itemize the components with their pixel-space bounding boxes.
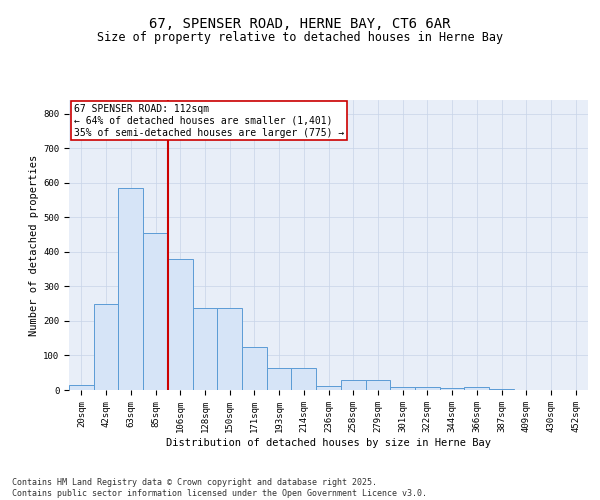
Bar — [440, 388, 464, 390]
Bar — [143, 233, 168, 390]
Bar — [94, 304, 118, 390]
Text: Size of property relative to detached houses in Herne Bay: Size of property relative to detached ho… — [97, 31, 503, 44]
Bar — [217, 308, 242, 390]
Bar — [242, 347, 267, 390]
Bar — [168, 259, 193, 390]
Bar — [415, 386, 440, 390]
Bar — [267, 368, 292, 390]
Bar — [489, 389, 514, 390]
Bar — [193, 308, 217, 390]
Bar — [464, 386, 489, 390]
Bar — [69, 385, 94, 390]
Text: 67 SPENSER ROAD: 112sqm
← 64% of detached houses are smaller (1,401)
35% of semi: 67 SPENSER ROAD: 112sqm ← 64% of detache… — [74, 104, 344, 138]
Text: Contains HM Land Registry data © Crown copyright and database right 2025.
Contai: Contains HM Land Registry data © Crown c… — [12, 478, 427, 498]
X-axis label: Distribution of detached houses by size in Herne Bay: Distribution of detached houses by size … — [166, 438, 491, 448]
Bar — [118, 188, 143, 390]
Bar — [341, 380, 365, 390]
Text: 67, SPENSER ROAD, HERNE BAY, CT6 6AR: 67, SPENSER ROAD, HERNE BAY, CT6 6AR — [149, 18, 451, 32]
Y-axis label: Number of detached properties: Number of detached properties — [29, 154, 39, 336]
Bar — [365, 380, 390, 390]
Bar — [390, 386, 415, 390]
Bar — [316, 386, 341, 390]
Bar — [292, 368, 316, 390]
